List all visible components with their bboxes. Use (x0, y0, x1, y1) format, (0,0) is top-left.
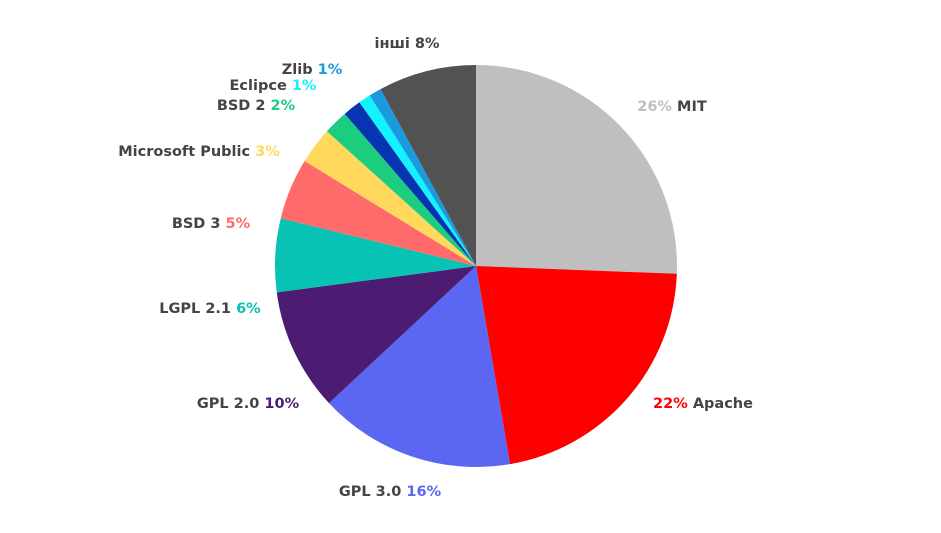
pie-slice-microsoft-public (304, 131, 476, 266)
pie-label-gpl-3-0: GPL 3.0 16% (339, 484, 442, 500)
pie-label-name: Zlib (282, 62, 313, 78)
pie-label-gpl-2-0: GPL 2.0 10% (197, 396, 300, 412)
pie-label-value: 26% (637, 99, 672, 115)
pie-slice-gpl-2-0 (276, 266, 476, 404)
pie-slice-gpl-3-0 (329, 266, 511, 467)
pie-label-інші: інші 8% (374, 36, 440, 52)
pie-label-name: Microsoft Public (118, 144, 250, 160)
pie-label-name: MIT (677, 99, 707, 115)
pie-label-value: 3% (255, 144, 280, 160)
pie-slice-bsd-2 (326, 113, 476, 266)
pie-label-apache: 22% Apache (653, 396, 753, 412)
pie-slice-unlabeled (344, 102, 476, 266)
pie-slice-zlib (369, 89, 476, 266)
pie-label-value: 6% (236, 301, 261, 317)
pie-slice-apache (476, 266, 677, 465)
pie-label-bsd-2: BSD 2 2% (217, 98, 296, 114)
pie-label-value: 22% (653, 396, 688, 412)
pie-label-zlib: Zlib 1% (282, 62, 343, 78)
pie-slice-bsd-3 (280, 161, 476, 266)
pie-label-value: 5% (226, 216, 251, 232)
pie-slice-lgpl-2-1 (275, 218, 476, 293)
pie-label-value: 2% (271, 98, 296, 114)
pie-slices (275, 65, 678, 467)
pie-label-microsoft-public: Microsoft Public 3% (118, 144, 280, 160)
pie-label-value: 1% (318, 62, 343, 78)
pie-label-value: 1% (292, 78, 317, 94)
pie-slice-mit (476, 65, 678, 274)
pie-labels: 26% MIT 22% Apache GPL 3.0 16% GPL 2.0 10% L… (118, 36, 753, 500)
pie-label-name: LGPL 2.1 (159, 301, 231, 317)
pie-label-lgpl-2-1: LGPL 2.1 6% (159, 301, 261, 317)
pie-label-value: 10% (264, 396, 299, 412)
pie-label-bsd-3: BSD 3 5% (172, 216, 251, 232)
pie-label-name: Eclipce (230, 78, 287, 94)
pie-label-name: GPL 3.0 (339, 484, 402, 500)
pie-label-name: GPL 2.0 (197, 396, 260, 412)
pie-slice-інші (380, 65, 476, 266)
pie-label-name: інші (374, 36, 409, 52)
pie-label-name: BSD 2 (217, 98, 266, 114)
pie-label-value: 8% (415, 36, 440, 52)
pie-label-value: 16% (406, 484, 441, 500)
pie-label-mit: 26% MIT (637, 99, 707, 115)
pie-label-eclipce: Eclipce 1% (230, 78, 317, 94)
pie-slice-eclipce (359, 95, 476, 267)
pie-label-name: BSD 3 (172, 216, 221, 232)
pie-label-name: Apache (693, 396, 753, 412)
